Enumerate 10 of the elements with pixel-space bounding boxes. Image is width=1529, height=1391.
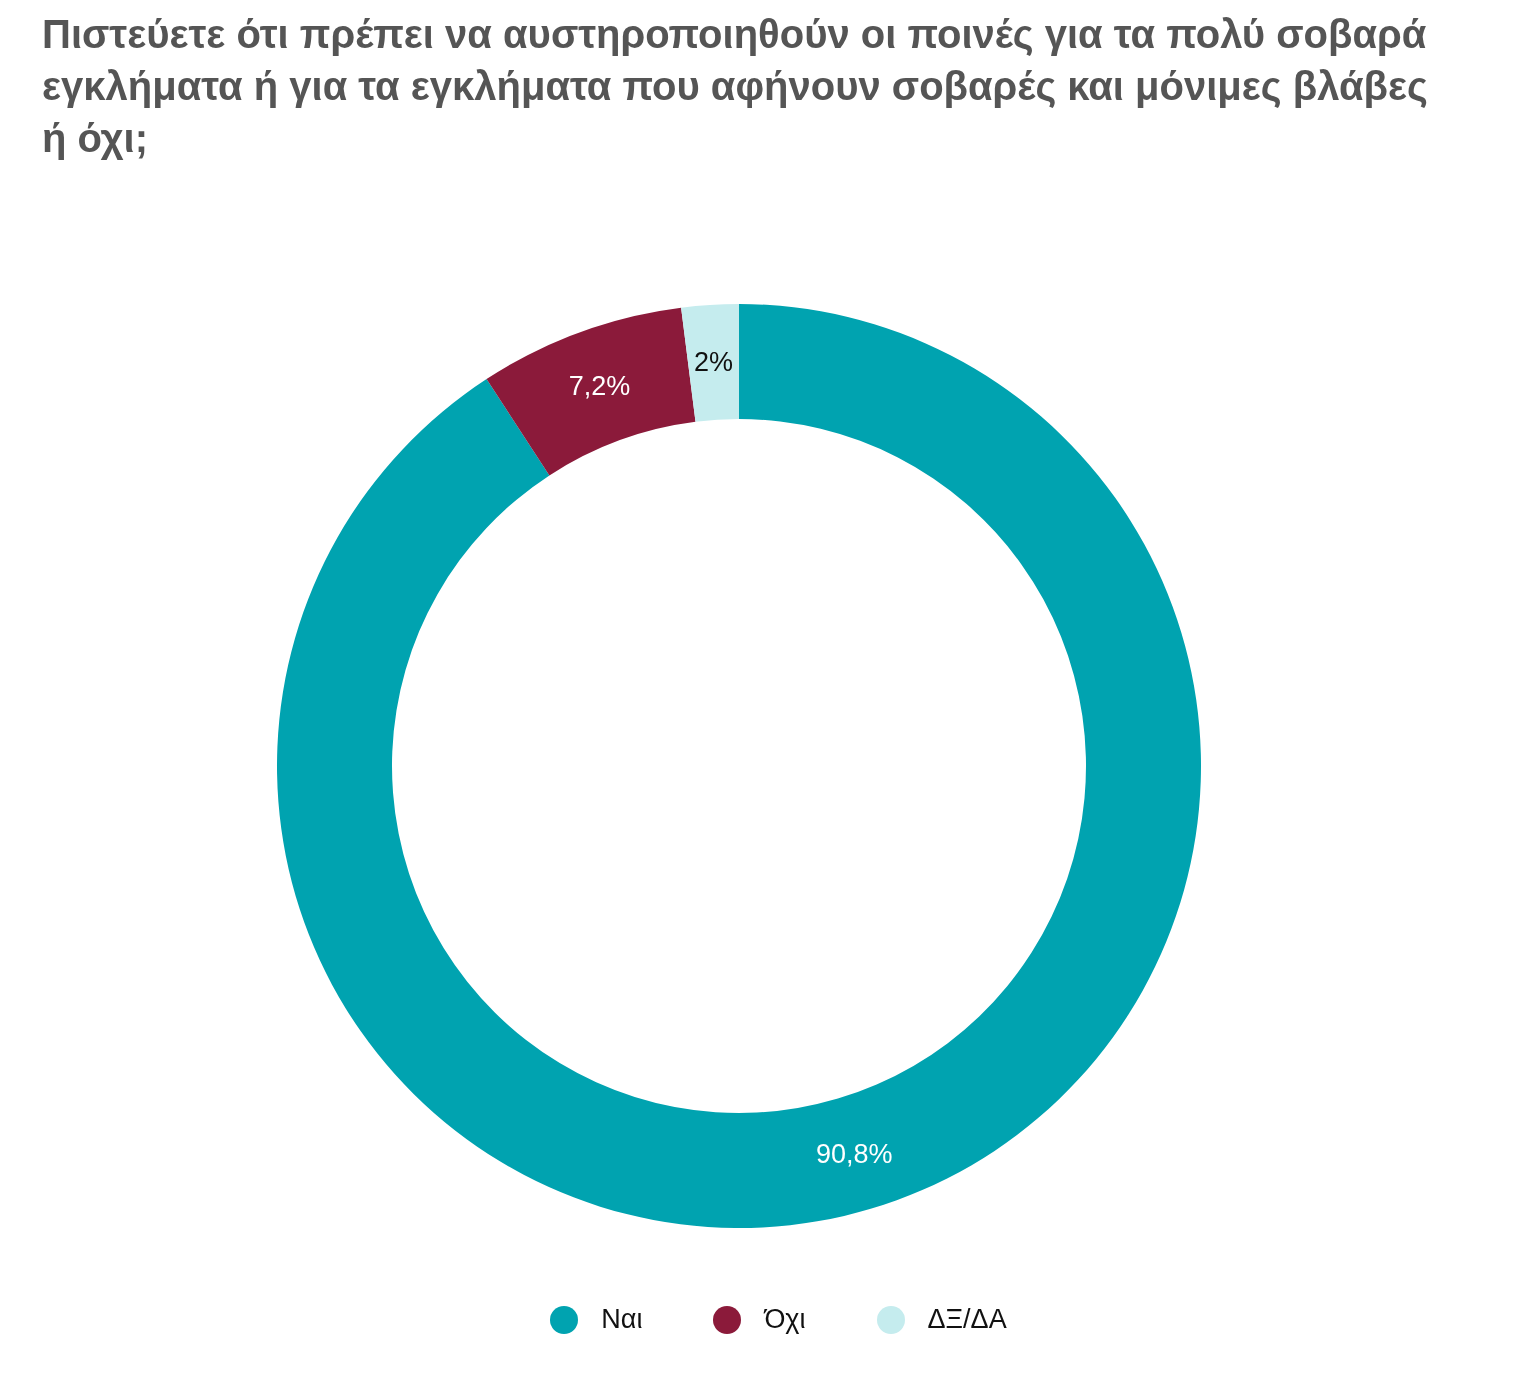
legend-label: ΔΞ/ΔΑ xyxy=(927,1304,1007,1335)
data-label: 7,2% xyxy=(568,371,631,402)
donut-slice xyxy=(486,307,696,476)
donut-slice xyxy=(681,304,739,422)
donut-slice xyxy=(277,304,1201,1228)
chart-title: Πιστεύετε ότι πρέπει να αυστηροποιηθούν οι ποινές για τα πολύ σοβαρά εγκλήματα ή για τα εγκλήματα που αφήνουν σοβαρές και μόνιμες βλάβες ή όχι; xyxy=(42,11,1429,162)
legend-label: Ναι xyxy=(601,1304,643,1335)
data-label: 2% xyxy=(694,347,734,378)
data-label: 90,8% xyxy=(816,1138,893,1169)
legend-label: Όχι xyxy=(764,1304,806,1335)
